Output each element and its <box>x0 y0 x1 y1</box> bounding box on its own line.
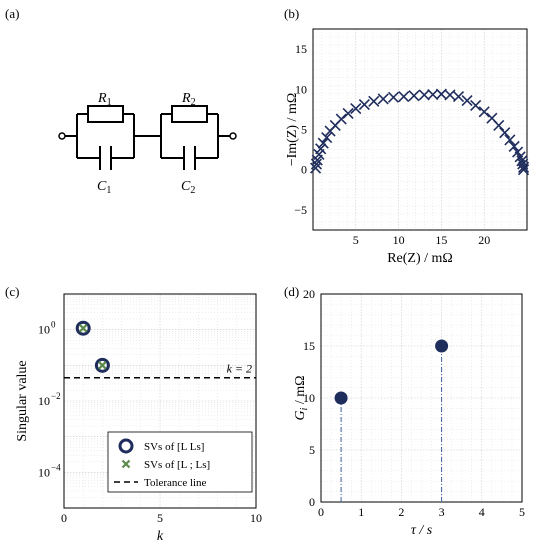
y-axis-label: −Im(Z) / mΩ <box>285 93 300 167</box>
data-point-x-marker <box>342 107 354 119</box>
data-point-circle <box>75 320 91 336</box>
data-point-x-marker <box>398 90 410 103</box>
plot-frame <box>63 293 257 509</box>
data-point-x-marker <box>514 151 526 163</box>
x-tick-label: 10 <box>393 233 405 247</box>
y-tick-label: 20 <box>303 287 315 301</box>
y-tick-label: 0 <box>301 163 307 177</box>
x-tick-label: 0 <box>61 511 67 525</box>
plot-frame <box>312 28 528 231</box>
label-c1: C1 <box>97 179 111 196</box>
plot-frame <box>320 293 523 503</box>
legend-label: Tolerance line <box>144 477 207 489</box>
data-point-x-marker <box>452 90 465 103</box>
x-axis-label: τ / s <box>411 523 433 538</box>
stem-marker <box>435 339 449 353</box>
x-tick-label: 20 <box>478 233 490 247</box>
y-tick-label: 0 <box>309 495 315 509</box>
data-point-x-marker <box>335 113 347 125</box>
panel-label-b: (b) <box>284 6 299 21</box>
data-point-x-marker <box>518 164 530 176</box>
y-tick-label: 10 <box>38 465 50 479</box>
data-point-x-marker <box>478 106 490 118</box>
y-tick-exponent: 0 <box>51 320 56 330</box>
label-r2: R2 <box>181 91 196 108</box>
y-tick-label: 10 <box>38 323 50 337</box>
x-tick-label: 3 <box>439 505 445 519</box>
data-point-x-marker <box>358 99 370 111</box>
data-point-x-marker <box>98 361 107 370</box>
data-point-circle <box>94 357 110 373</box>
relaxation-stem-plot: 0 1 2 3 4 5 0 5 10 15 20 τ / s Gi / mΩ <box>293 287 525 538</box>
data-point-x-marker <box>518 161 530 173</box>
data-point-x-marker <box>317 137 329 149</box>
data-point-x-marker <box>368 95 380 107</box>
x-tick-label: 10 <box>250 511 262 525</box>
x-tick-label: 5 <box>519 505 525 519</box>
data-point-x-marker <box>461 94 473 107</box>
data-point-x-marker <box>499 127 511 139</box>
x-tick-label: 4 <box>479 505 485 519</box>
x-axis-label: Re(Z) / mΩ <box>387 251 453 266</box>
y-tick-exponent: −2 <box>51 391 61 401</box>
terminal-left <box>58 132 66 140</box>
data-point-x-marker <box>508 140 520 152</box>
legend-label: SVs of [L ; Ls] <box>144 459 210 471</box>
data-point-x-marker <box>350 103 362 115</box>
data-point-x-marker <box>310 158 322 170</box>
y-tick-label: 15 <box>303 339 315 353</box>
legend-marker-circle <box>118 438 134 454</box>
y-axis-label: Singular value <box>15 360 30 441</box>
legend-label: SVs of [L Ls] <box>144 441 204 453</box>
data-point-x-marker <box>321 131 333 144</box>
data-point-x-marker <box>444 89 456 101</box>
data-point-x-marker <box>504 134 516 146</box>
legend-marker-x <box>121 459 131 469</box>
y-tick-label: 10 <box>295 82 307 96</box>
label-c2: C2 <box>181 179 195 196</box>
panel-label-a: (a) <box>5 6 19 21</box>
x-tick-label: 0 <box>318 505 324 519</box>
y-tick-label: 15 <box>295 42 307 56</box>
data-point-x-marker <box>418 89 430 101</box>
y-tick-exponent: −4 <box>51 462 61 472</box>
x-tick-label: 5 <box>157 511 163 525</box>
x-tick-label: 2 <box>398 505 404 519</box>
y-tick-label: 5 <box>301 123 307 137</box>
stem-marker <box>334 391 348 405</box>
data-point-x-marker <box>377 93 389 105</box>
data-point-x-marker <box>387 91 400 103</box>
resistor-r2 <box>171 105 208 123</box>
data-point-x-marker <box>470 99 482 111</box>
circuit-diagram <box>58 105 237 170</box>
panel-label-c: (c) <box>5 284 19 299</box>
data-point-x-marker <box>516 155 528 167</box>
x-tick-label: 5 <box>353 233 359 247</box>
panel-label-d: (d) <box>284 284 299 299</box>
y-axis-label: Gi / mΩ <box>293 375 310 420</box>
data-point-x-marker <box>427 88 439 101</box>
x-tick-label: 1 <box>358 505 364 519</box>
label-r1: R1 <box>97 91 112 108</box>
y-tick-label: 10 <box>38 394 50 408</box>
legend: SVs of [L Ls] SVs of [L ; Ls] Tolerance li… <box>107 431 253 493</box>
data-point-x-marker <box>315 143 327 155</box>
data-point-x-marker <box>408 90 420 102</box>
annotation-k: k = 2 <box>227 362 252 376</box>
y-tick-label: 5 <box>309 443 315 457</box>
data-point-x-marker <box>78 323 88 333</box>
data-point-x-marker <box>493 119 505 132</box>
resistor-r1 <box>87 105 124 123</box>
y-tick-label: −5 <box>294 203 307 217</box>
terminal-right <box>229 132 237 140</box>
x-tick-label: 15 <box>435 233 447 247</box>
x-axis-label: k <box>157 529 164 544</box>
nyquist-plot: 5 10 15 20 −5 0 5 10 15 Re(Z) / mΩ −Im(Z) / mΩ <box>285 28 530 266</box>
y-tick-label: 10 <box>303 391 315 405</box>
